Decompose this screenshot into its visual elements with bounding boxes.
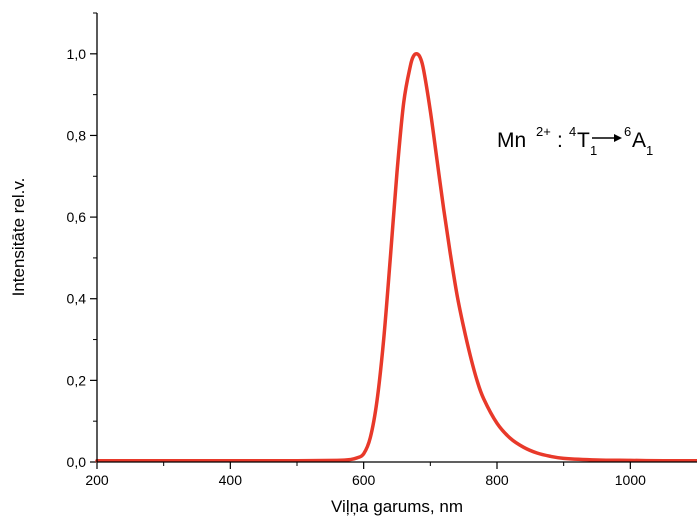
annotation-initial-sub: 1 [590, 143, 597, 158]
y-tick-label: 0,6 [67, 209, 87, 225]
annotation-final-sub: 1 [646, 143, 653, 158]
annotation-initial-term: T [577, 129, 590, 152]
annotation-final-term: A [632, 129, 646, 152]
annotation-final-sup: 6 [624, 124, 631, 139]
y-tick-label: 0,4 [67, 291, 87, 307]
transition-annotation: Mn 2+ : 4 T 1 6 A 1 [497, 124, 653, 158]
transition-arrow-head [614, 134, 622, 142]
y-axis-title: Intensitāte rel.v. [9, 178, 28, 297]
x-axis-title: Viļņa garums, nm [331, 497, 463, 516]
x-tick-label: 200 [85, 472, 109, 488]
y-tick-label: 1,0 [67, 46, 87, 62]
annotation-initial-sup: 4 [569, 124, 576, 139]
annotation-ion: Mn [497, 129, 526, 152]
y-tick-label: 0,0 [67, 454, 87, 470]
x-tick-label: 1000 [615, 472, 646, 488]
y-tick-label: 0,2 [67, 372, 87, 388]
annotation-colon: : [557, 129, 563, 152]
x-tick-label: 800 [485, 472, 509, 488]
y-tick-label: 0,8 [67, 127, 87, 143]
x-tick-label: 400 [219, 472, 243, 488]
emission-curve [95, 51, 697, 463]
x-tick-label: 600 [352, 472, 376, 488]
annotation-charge: 2+ [536, 124, 551, 139]
